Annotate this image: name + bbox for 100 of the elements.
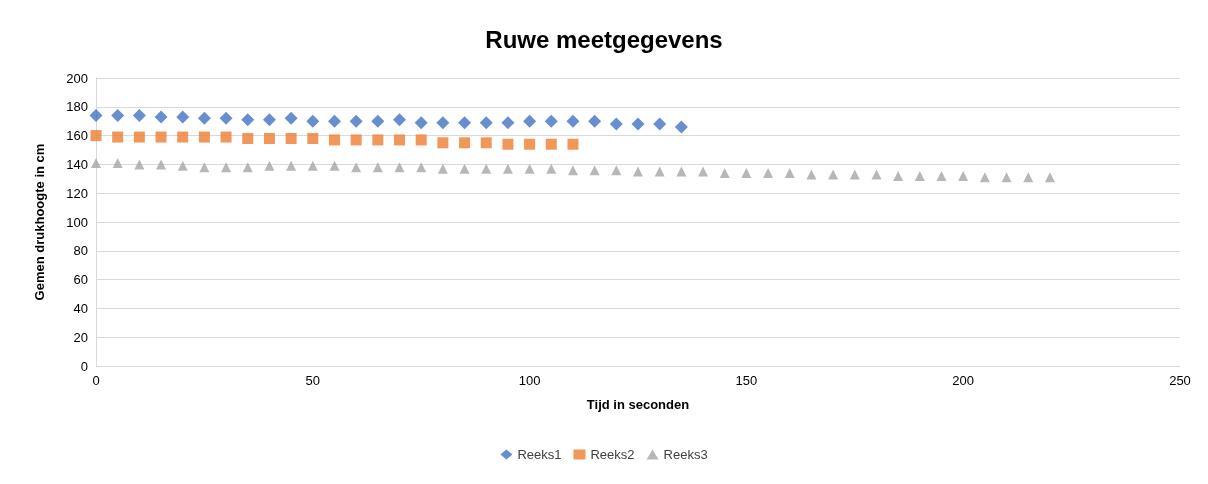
point	[676, 166, 687, 177]
point	[350, 134, 362, 146]
x-axis-title: Tijd in seconden	[586, 397, 690, 412]
y-tick-label: 40	[73, 300, 88, 316]
point	[91, 157, 101, 168]
point	[199, 162, 210, 173]
point	[394, 162, 405, 173]
point	[394, 134, 406, 146]
point	[285, 132, 297, 144]
point	[589, 165, 600, 176]
point	[286, 160, 297, 171]
point	[132, 108, 146, 122]
point	[416, 162, 427, 173]
legend-label: Reeks2	[590, 447, 635, 462]
point	[372, 162, 383, 173]
point	[284, 111, 298, 125]
point	[372, 134, 384, 146]
point	[674, 120, 688, 134]
y-tick-label: 100	[66, 214, 88, 230]
point	[741, 168, 752, 179]
point	[567, 165, 578, 176]
y-tick-label: 0	[80, 358, 88, 374]
y-tick-label: 120	[66, 185, 88, 201]
point	[1001, 172, 1012, 183]
point	[393, 113, 407, 127]
point	[351, 162, 362, 173]
point	[588, 114, 602, 128]
point	[436, 116, 450, 130]
legend-label: Reeks3	[663, 447, 708, 462]
point	[414, 116, 428, 130]
point	[111, 108, 125, 122]
point	[371, 114, 385, 128]
point	[979, 172, 990, 183]
point	[544, 114, 558, 128]
point	[328, 134, 340, 146]
point	[1044, 172, 1055, 183]
point	[263, 132, 275, 144]
point	[523, 114, 537, 128]
y-tick-label: 180	[66, 99, 88, 115]
point	[914, 170, 925, 181]
point	[220, 131, 232, 143]
point	[349, 114, 363, 128]
x-tick-label: 0	[92, 373, 100, 388]
point	[155, 131, 167, 143]
point	[936, 170, 947, 181]
point	[112, 157, 123, 168]
point	[654, 166, 665, 177]
point	[176, 110, 190, 124]
point	[501, 116, 515, 130]
point	[828, 169, 839, 180]
x-tick-label: 250	[1169, 373, 1191, 388]
point	[415, 134, 427, 146]
x-tick-label: 50	[305, 373, 321, 388]
point	[90, 130, 102, 142]
point	[524, 138, 536, 150]
point	[719, 168, 730, 179]
point	[566, 114, 580, 128]
point	[327, 114, 341, 128]
x-tick-label: 150	[735, 373, 758, 388]
point	[653, 117, 667, 131]
point	[264, 160, 275, 171]
point	[480, 137, 492, 149]
point	[198, 131, 210, 143]
point	[633, 166, 643, 177]
point	[458, 116, 472, 130]
point	[893, 170, 904, 181]
point	[219, 111, 233, 125]
point	[177, 131, 189, 143]
point	[784, 168, 795, 179]
point	[112, 131, 124, 143]
point	[329, 160, 340, 171]
point	[241, 113, 255, 127]
point	[481, 163, 492, 174]
point	[459, 163, 470, 174]
point	[437, 137, 449, 149]
point	[479, 116, 493, 130]
point	[262, 113, 276, 127]
point	[806, 169, 817, 180]
point	[1023, 172, 1034, 183]
point	[546, 163, 557, 174]
point	[849, 169, 860, 180]
y-tick-label: 140	[66, 156, 88, 172]
legend-label: Reeks1	[517, 447, 562, 462]
point	[197, 111, 211, 125]
y-tick-label: 60	[73, 272, 88, 288]
point	[242, 162, 253, 173]
y-tick-label: 200	[66, 70, 88, 86]
y-tick-label: 20	[73, 329, 88, 345]
point	[242, 132, 254, 144]
point	[307, 160, 318, 171]
point	[133, 131, 145, 143]
point	[134, 159, 145, 170]
y-tick-label: 80	[73, 243, 88, 259]
point	[459, 137, 471, 149]
point	[609, 117, 623, 131]
point	[437, 163, 448, 174]
y-axis-title: Gemen drukhoogte in cm	[32, 143, 47, 301]
y-tick-label: 160	[66, 128, 88, 144]
point	[631, 117, 645, 131]
point	[156, 159, 167, 170]
